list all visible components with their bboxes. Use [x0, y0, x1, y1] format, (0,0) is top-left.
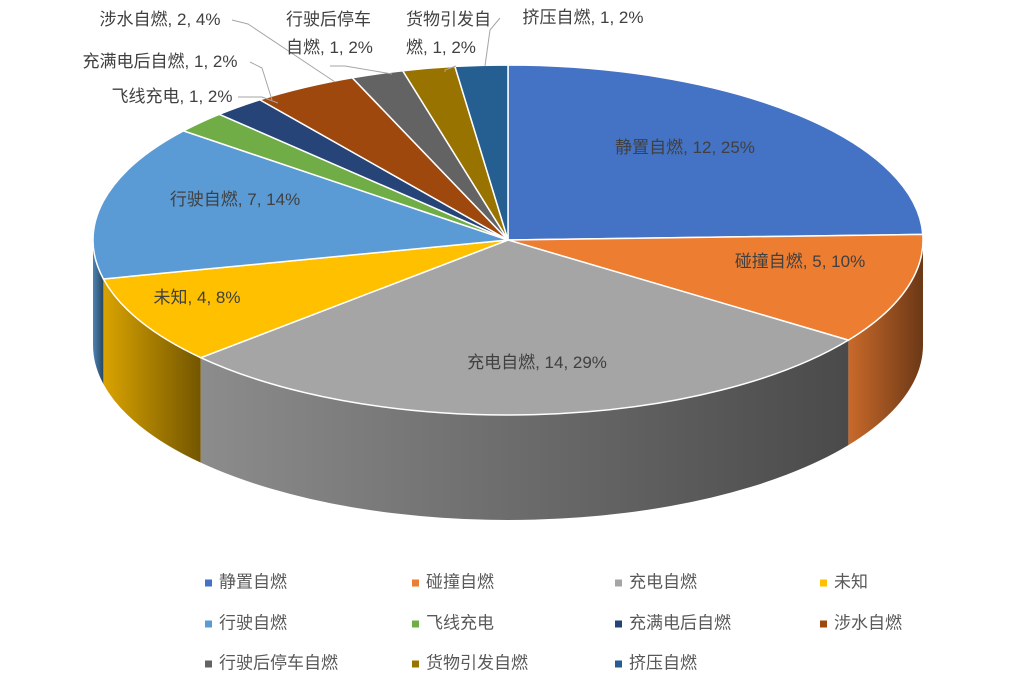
data-label: 碰撞自燃, 5, 10%: [734, 252, 866, 271]
data-label: 未知, 4, 8%: [153, 288, 241, 307]
slice: [507, 64, 924, 241]
legend-entry: 静置自燃: [205, 568, 287, 593]
legend-swatch: [205, 660, 212, 668]
legend-entry: 行驶后停车自燃: [205, 649, 338, 674]
legend-entry: 未知: [820, 568, 868, 593]
legend-label: 行驶后停车自燃: [219, 653, 338, 673]
legend-swatch: [412, 620, 419, 628]
legend-label: 碰撞自燃: [426, 572, 494, 592]
legend-label: 挤压自燃: [629, 653, 697, 673]
slice: [507, 233, 924, 341]
slice-side: [103, 278, 201, 463]
leader-line: [249, 61, 273, 101]
legend-label: 行驶自燃: [219, 613, 287, 633]
legend-entry: 充满电后自燃: [615, 609, 731, 634]
legend-entry: 涉水自燃: [820, 609, 902, 634]
slice: [198, 239, 851, 416]
slice-side: [93, 240, 104, 384]
slice-side: [848, 240, 923, 446]
legend-label: 充满电后自燃: [629, 613, 731, 633]
leader-line: [330, 65, 393, 75]
legend-swatch: [820, 620, 827, 628]
legend-entry: 行驶自燃: [205, 609, 287, 634]
legend-swatch: [615, 579, 622, 587]
legend-swatch: [615, 660, 622, 668]
data-label: 挤压自燃, 1, 2%: [522, 8, 644, 27]
legend-entry: 充电自燃: [615, 568, 697, 593]
leader-line: [484, 17, 501, 67]
legend-swatch: [820, 579, 827, 587]
data-label: 充满电后自燃, 1, 2%: [82, 52, 238, 71]
data-label: 充电自燃, 14, 29%: [467, 353, 607, 372]
legend-swatch: [205, 620, 212, 628]
legend-label: 静置自燃: [219, 572, 287, 592]
legend-label: 涉水自燃: [834, 613, 902, 633]
data-label: 静置自燃, 12, 25%: [615, 138, 755, 157]
legend-swatch: [412, 660, 419, 668]
data-label: 飞线充电, 1, 2%: [111, 87, 233, 106]
legend-label: 充电自燃: [629, 572, 697, 592]
legend-swatch: [205, 579, 212, 587]
legend-swatch: [412, 579, 419, 587]
leader-line: [444, 65, 457, 72]
leader-line: [231, 19, 336, 83]
legend-label: 未知: [834, 572, 868, 592]
slice: [92, 130, 509, 280]
legend-swatch: [615, 620, 622, 628]
slice-side: [200, 340, 849, 520]
leader-line: [238, 96, 279, 104]
data-label: 行驶后停车自燃, 1, 2%: [286, 10, 373, 57]
legend-label: 货物引发自燃: [426, 653, 528, 673]
legend-entry: 飞线充电: [412, 609, 494, 634]
data-label: 涉水自燃, 2, 4%: [99, 10, 221, 29]
legend-entry: 货物引发自燃: [412, 649, 528, 674]
legend-entry: 碰撞自燃: [412, 568, 494, 593]
data-label: 货物引发自燃, 1, 2%: [406, 10, 491, 57]
legend-entry: 挤压自燃: [615, 649, 697, 674]
legend-label: 飞线充电: [426, 613, 494, 633]
data-label: 行驶自燃, 7, 14%: [169, 190, 301, 209]
